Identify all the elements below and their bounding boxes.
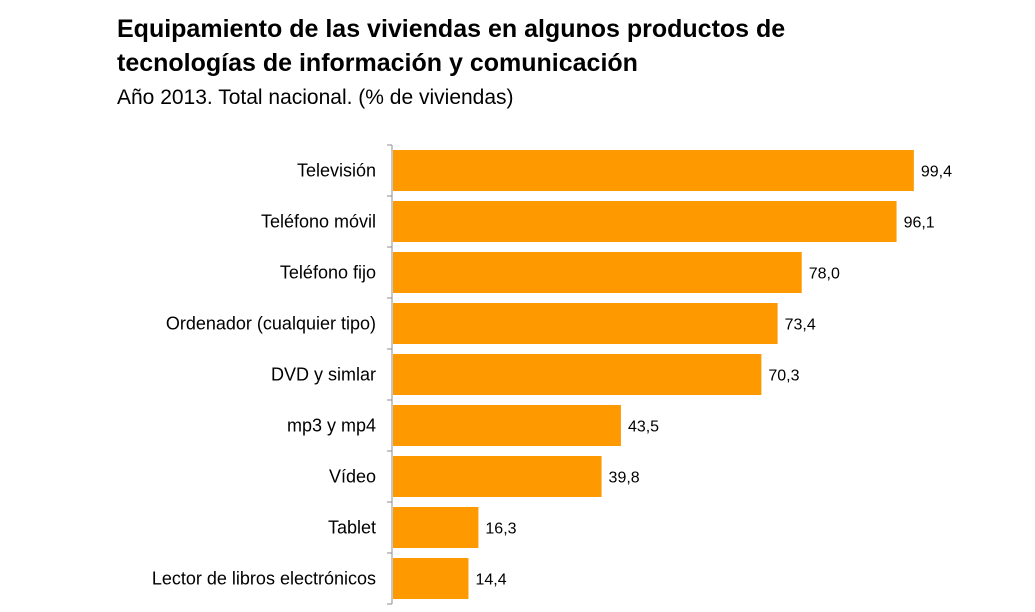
- value-label: 99,4: [921, 164, 952, 181]
- bar: [393, 252, 802, 293]
- category-label: Ordenador (cualquier tipo): [166, 314, 376, 334]
- value-label: 14,4: [475, 572, 506, 589]
- value-label: 70,3: [768, 368, 799, 385]
- value-label: 78,0: [809, 266, 840, 283]
- bar: [393, 201, 897, 242]
- bar: [393, 558, 469, 599]
- category-label: DVD y simlar: [271, 365, 376, 385]
- category-label: Tablet: [328, 518, 376, 538]
- value-label: 96,1: [904, 215, 935, 232]
- bar: [393, 354, 762, 395]
- category-label: Teléfono fijo: [280, 263, 376, 283]
- chart-title: Equipamiento de las viviendas en algunos…: [117, 15, 786, 77]
- chart-subtitle: Año 2013. Total nacional. (% de vivienda…: [117, 86, 514, 109]
- bar: [393, 507, 479, 548]
- value-label: 16,3: [485, 521, 516, 538]
- category-label: Teléfono móvil: [261, 212, 376, 232]
- bar: [393, 303, 778, 344]
- bar: [393, 456, 602, 497]
- value-label: 43,5: [628, 419, 659, 436]
- bar: [393, 150, 914, 191]
- category-label: Vídeo: [329, 467, 376, 487]
- category-label: mp3 y mp4: [287, 416, 376, 436]
- category-label: Televisión: [297, 161, 376, 181]
- bar: [393, 405, 621, 446]
- category-label: Lector de libros electrónicos: [152, 569, 376, 589]
- value-label: 73,4: [785, 317, 816, 334]
- value-label: 39,8: [609, 470, 640, 487]
